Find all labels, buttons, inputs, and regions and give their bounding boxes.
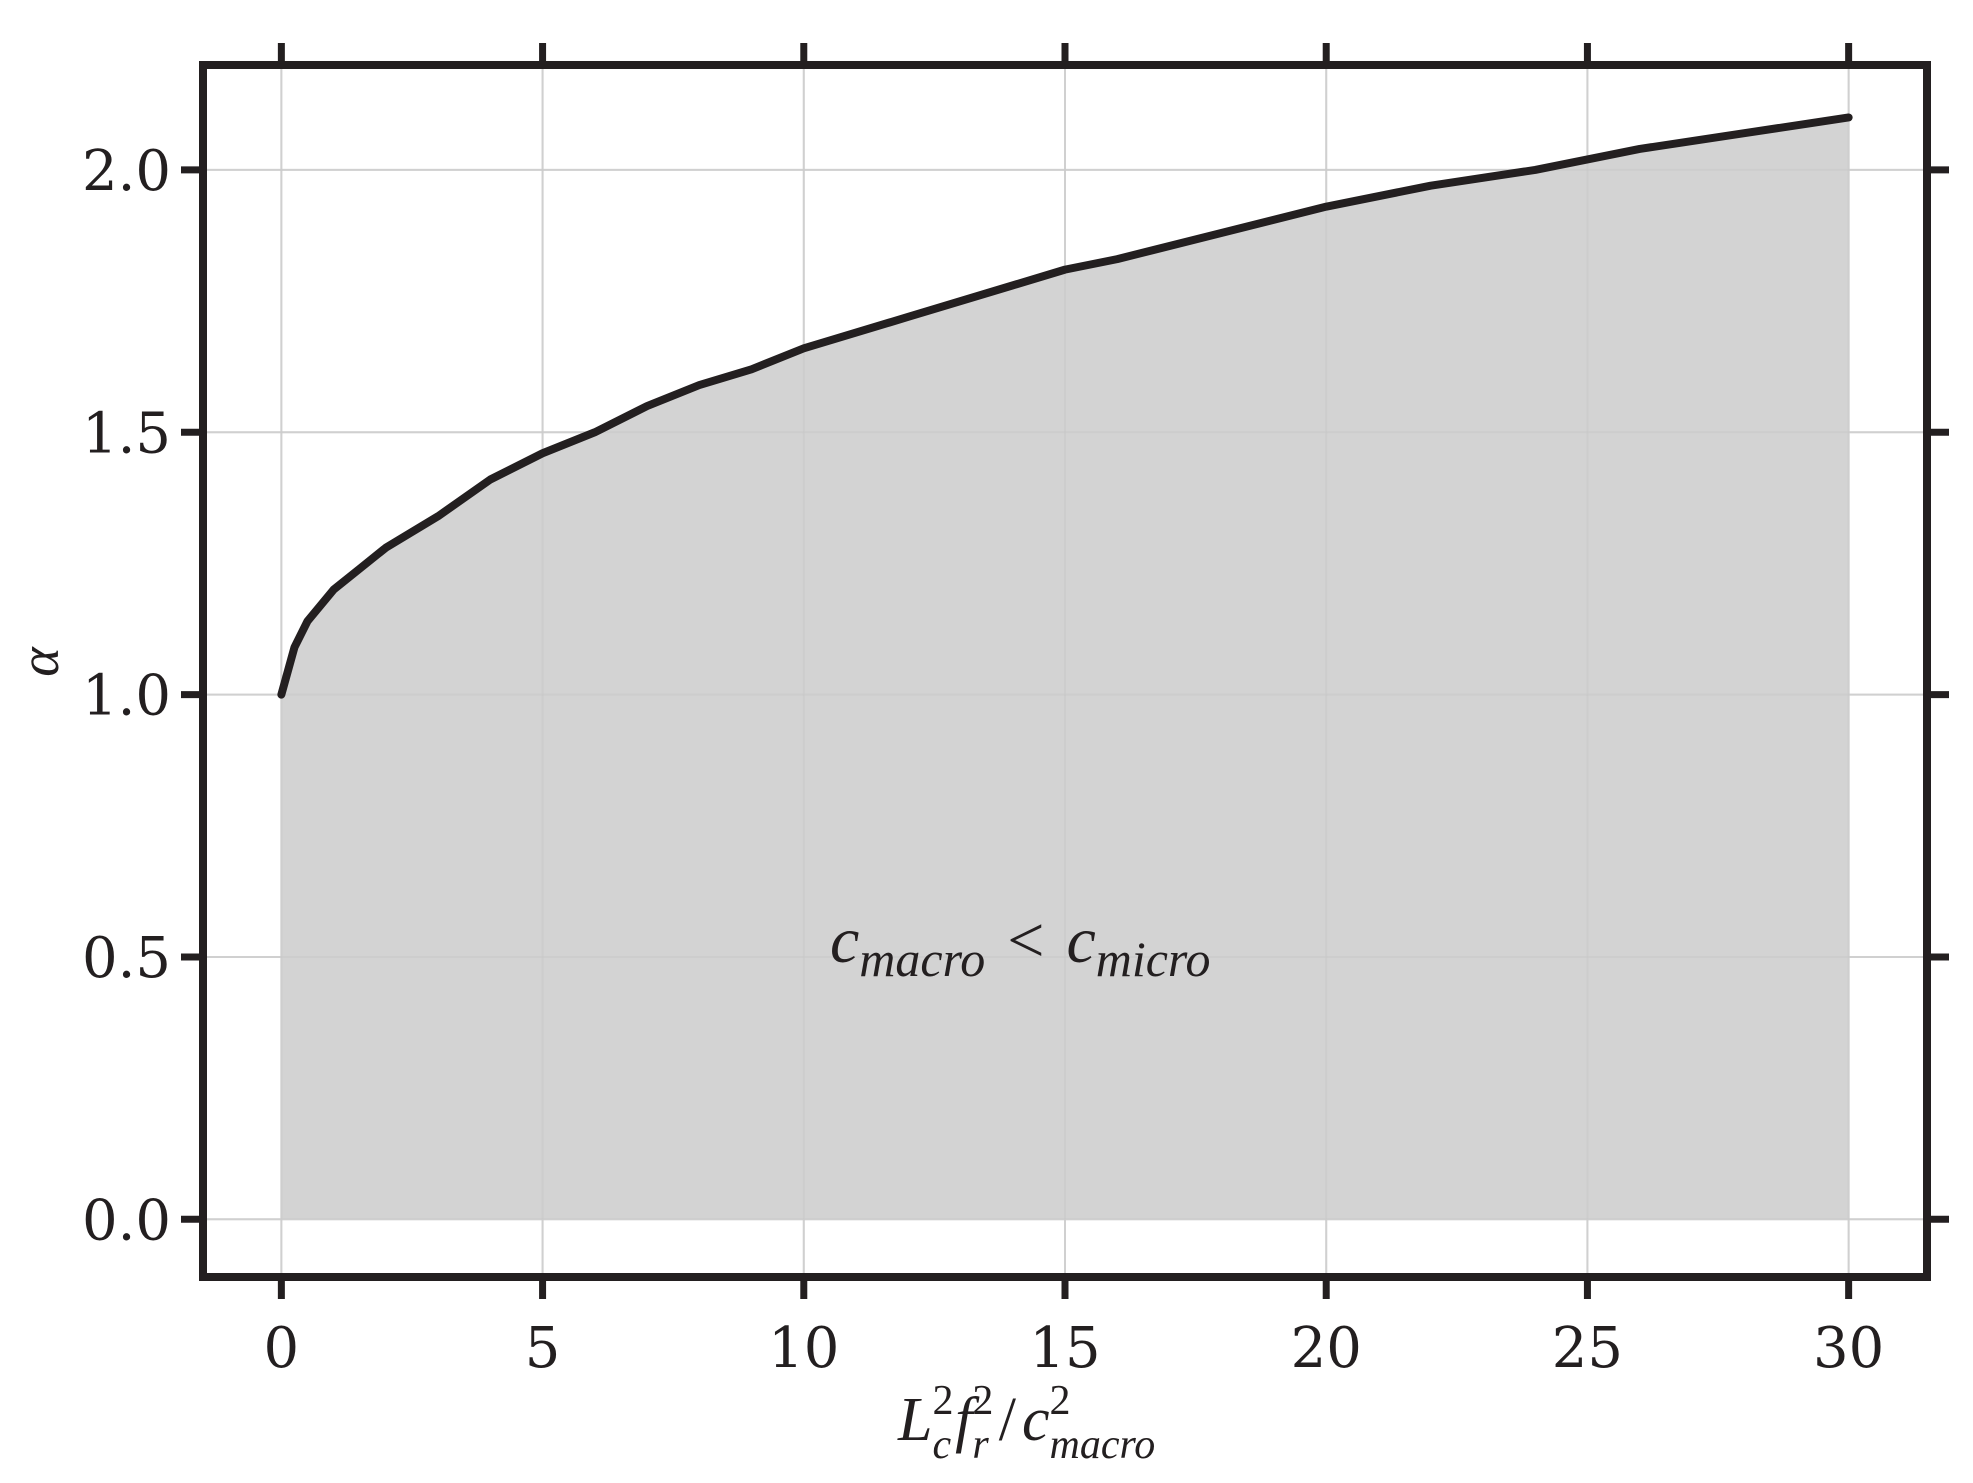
xlabel-sub-r: r — [972, 1422, 989, 1468]
xtick-label-2: 10 — [768, 1316, 839, 1381]
x-tick-labels: 0 5 10 15 20 25 30 — [264, 1316, 1885, 1381]
xlabel-L: L — [897, 1386, 932, 1454]
x-axis-label: L2 cf2 r/c2 macro — [897, 1378, 1155, 1468]
y-tick-labels: 0.0 0.5 1.0 1.5 2.0 — [82, 139, 171, 1253]
xtick-label-4: 20 — [1291, 1316, 1362, 1381]
annotation-c1: c — [830, 904, 859, 977]
xtick-label-0: 0 — [264, 1316, 300, 1381]
xlabel-c-macro: c — [1022, 1386, 1050, 1454]
annotation-sub1: macro — [859, 931, 985, 987]
annotation-c2: c — [1066, 904, 1095, 977]
xtick-label-5: 25 — [1552, 1316, 1623, 1381]
ytick-label-1: 0.5 — [82, 926, 171, 991]
plot-frame — [199, 61, 1931, 1281]
xtick-label-3: 15 — [1029, 1316, 1100, 1381]
xlabel-slash: / — [999, 1386, 1017, 1454]
xlabel-sup3: 2 — [1050, 1378, 1071, 1424]
xlabel-sup2: 2 — [972, 1378, 993, 1424]
ytick-label-3: 1.5 — [82, 401, 171, 466]
xtick-label-1: 5 — [525, 1316, 561, 1381]
y-axis-label: α — [9, 646, 71, 677]
xtick-label-6: 30 — [1813, 1316, 1884, 1381]
region-annotation: cmacro < cmicro — [830, 904, 1211, 987]
ytick-label-2: 1.0 — [82, 664, 171, 729]
ytick-label-4: 2.0 — [82, 139, 171, 204]
xlabel-sub-c: c — [932, 1422, 951, 1468]
annotation-op: < — [1007, 904, 1044, 977]
annotation-sub2: micro — [1096, 931, 1211, 987]
xlabel-sup1: 2 — [932, 1378, 953, 1424]
ytick-label-0: 0.0 — [82, 1188, 171, 1253]
xlabel-sub-macro: macro — [1050, 1422, 1156, 1468]
alpha-curve — [277, 113, 1853, 699]
